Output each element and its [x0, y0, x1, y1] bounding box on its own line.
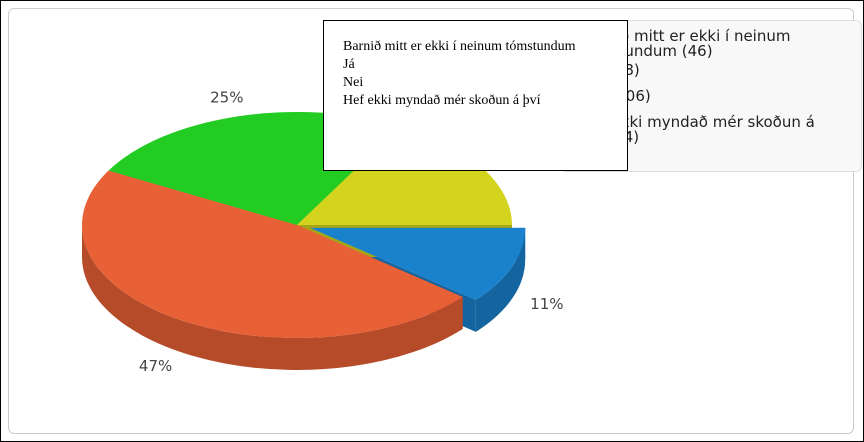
- tooltip: Barnið mitt er ekki í neinum tómstundum J…: [323, 20, 628, 171]
- tooltip-line: Hef ekki myndað mér skoðun á því: [343, 93, 541, 108]
- slice-top: [310, 227, 526, 300]
- tooltip-line: Já: [343, 57, 355, 72]
- slice-side: [82, 225, 463, 370]
- data-label: 11%: [530, 295, 563, 313]
- data-label: 47%: [139, 357, 172, 375]
- slice-top: [81, 170, 463, 339]
- tooltip-line: Nei: [343, 75, 364, 90]
- data-label: 25%: [210, 89, 243, 107]
- chart-area: [8, 8, 854, 434]
- slice-side: [475, 227, 526, 332]
- tooltip-line: Barnið mitt er ekki í neinum tómstundum: [343, 39, 576, 54]
